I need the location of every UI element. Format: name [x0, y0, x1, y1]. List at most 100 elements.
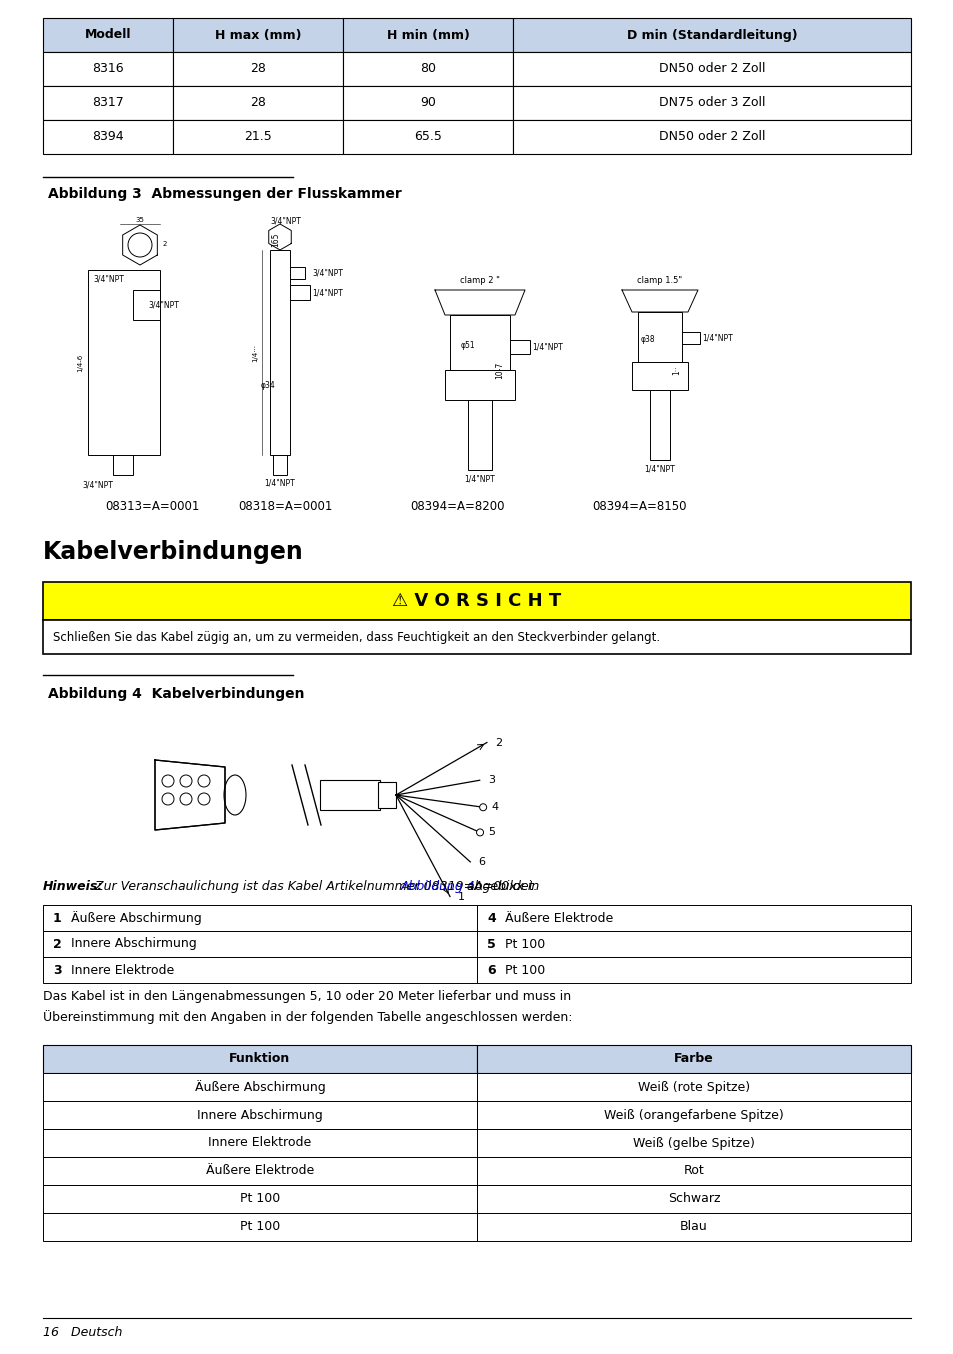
Bar: [319, 780, 379, 810]
Bar: [450, 315, 510, 370]
Bar: [43, 51, 172, 87]
Circle shape: [476, 829, 483, 835]
Bar: [43, 957, 476, 983]
Text: Äußere Abschirmung: Äußere Abschirmung: [194, 1080, 325, 1094]
Bar: [476, 1045, 910, 1072]
Text: Kabelverbindungen: Kabelverbindungen: [43, 540, 303, 565]
Text: 8394: 8394: [92, 130, 124, 144]
Text: 4: 4: [491, 803, 497, 812]
Bar: [43, 582, 910, 620]
Text: Pt 100: Pt 100: [239, 1193, 280, 1205]
Bar: [112, 455, 132, 475]
Bar: [377, 783, 395, 808]
Bar: [290, 284, 310, 301]
Bar: [43, 932, 476, 957]
Bar: [172, 121, 343, 154]
Text: 1/4"NPT: 1/4"NPT: [644, 464, 675, 474]
Text: 165: 165: [271, 233, 280, 248]
Circle shape: [198, 793, 210, 806]
Text: 28: 28: [250, 62, 266, 76]
Bar: [513, 121, 910, 154]
Bar: [476, 904, 910, 932]
Bar: [270, 250, 290, 455]
Text: 3/4"NPT: 3/4"NPT: [83, 481, 113, 489]
Text: 08394=A=8200: 08394=A=8200: [411, 500, 505, 513]
Bar: [343, 87, 513, 121]
Text: Abbildung 4  Kabelverbindungen: Abbildung 4 Kabelverbindungen: [48, 686, 304, 701]
Text: φ51: φ51: [460, 340, 475, 349]
Text: Modell: Modell: [85, 28, 132, 42]
Text: 1/4"NPT: 1/4"NPT: [312, 288, 342, 298]
Circle shape: [128, 233, 152, 257]
Text: Schwarz: Schwarz: [667, 1193, 720, 1205]
Text: Äußere Elektrode: Äußere Elektrode: [206, 1164, 314, 1178]
Text: φ34: φ34: [260, 380, 274, 390]
Bar: [43, 1072, 476, 1101]
Text: H min (mm): H min (mm): [386, 28, 469, 42]
Text: DN50 oder 2 Zoll: DN50 oder 2 Zoll: [659, 130, 764, 144]
Text: 21.5: 21.5: [244, 130, 272, 144]
Text: 1: 1: [53, 911, 62, 925]
Text: 6: 6: [477, 857, 485, 867]
Text: Innere Abschirmung: Innere Abschirmung: [197, 1109, 322, 1121]
Bar: [444, 370, 515, 399]
Bar: [476, 1213, 910, 1242]
Bar: [681, 332, 700, 344]
Text: Pt 100: Pt 100: [239, 1220, 280, 1233]
Text: Rot: Rot: [683, 1164, 703, 1178]
Text: Weiß (orangefarbene Spitze): Weiß (orangefarbene Spitze): [603, 1109, 783, 1121]
Polygon shape: [154, 760, 225, 830]
Text: 8316: 8316: [92, 62, 124, 76]
Bar: [476, 932, 910, 957]
Bar: [343, 51, 513, 87]
Text: Innere Elektrode: Innere Elektrode: [71, 964, 174, 976]
Text: D min (Standardleitung): D min (Standardleitung): [626, 28, 797, 42]
Bar: [43, 620, 910, 654]
Bar: [510, 340, 530, 353]
Text: 08394=A=8150: 08394=A=8150: [592, 500, 686, 513]
Text: Blau: Blau: [679, 1220, 707, 1233]
Bar: [43, 1213, 476, 1242]
Text: DN75 oder 3 Zoll: DN75 oder 3 Zoll: [659, 96, 764, 110]
Circle shape: [479, 804, 486, 811]
Text: 3: 3: [487, 776, 495, 785]
Circle shape: [162, 774, 173, 787]
Text: clamp 2 ": clamp 2 ": [459, 276, 499, 284]
Bar: [43, 1185, 476, 1213]
Bar: [43, 1129, 476, 1158]
Text: 1/4···: 1/4···: [252, 344, 257, 362]
Text: 65.5: 65.5: [414, 130, 441, 144]
Bar: [476, 1185, 910, 1213]
Bar: [468, 399, 492, 470]
Bar: [513, 18, 910, 51]
Circle shape: [180, 774, 192, 787]
Text: 08313=A=0001: 08313=A=0001: [105, 500, 199, 513]
Text: 08318=A=0001: 08318=A=0001: [237, 500, 332, 513]
Text: 10-7: 10-7: [495, 362, 503, 379]
Text: Schließen Sie das Kabel zügig an, um zu vermeiden, dass Feuchtigkeit an den Stec: Schließen Sie das Kabel zügig an, um zu …: [53, 631, 659, 643]
Text: 2: 2: [53, 937, 62, 951]
Bar: [273, 455, 287, 475]
Text: Äußere Elektrode: Äußere Elektrode: [504, 911, 613, 925]
Text: 1··: 1··: [671, 366, 680, 375]
Bar: [290, 267, 305, 279]
Text: H max (mm): H max (mm): [214, 28, 301, 42]
Bar: [88, 269, 160, 455]
Text: Pt 100: Pt 100: [504, 937, 545, 951]
Text: 28: 28: [250, 96, 266, 110]
Bar: [43, 1101, 476, 1129]
Bar: [476, 1129, 910, 1158]
Text: Farbe: Farbe: [674, 1052, 713, 1066]
Bar: [43, 87, 172, 121]
Bar: [172, 18, 343, 51]
Bar: [43, 904, 476, 932]
Text: 6: 6: [486, 964, 496, 976]
Text: Äußere Abschirmung: Äußere Abschirmung: [71, 911, 201, 925]
Text: DN50 oder 2 Zoll: DN50 oder 2 Zoll: [659, 62, 764, 76]
Bar: [649, 390, 669, 460]
Text: 1/4-6: 1/4-6: [77, 353, 83, 371]
Text: 35: 35: [135, 217, 144, 223]
Bar: [43, 121, 172, 154]
Circle shape: [198, 774, 210, 787]
Text: 1: 1: [457, 891, 464, 902]
